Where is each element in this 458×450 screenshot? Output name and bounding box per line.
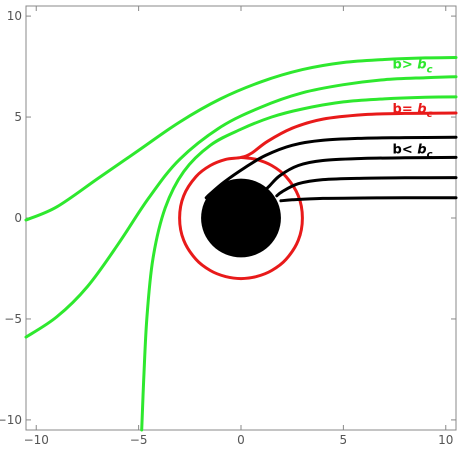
- impact-parameter-label: b< bc: [393, 142, 433, 160]
- label-subscript: c: [427, 149, 433, 160]
- label-b: b: [417, 58, 426, 73]
- y-tick-label: −10: [0, 413, 22, 427]
- scattered-trajectory: [24, 75, 458, 339]
- label-b: b: [417, 142, 426, 157]
- x-tick-label: 10: [438, 433, 453, 447]
- label-b: b: [417, 102, 426, 117]
- captured-trajectory: [279, 196, 458, 203]
- impact-parameter-label: b> bc: [393, 58, 433, 76]
- label-base: b=: [393, 102, 418, 117]
- critical-trajectory: [178, 111, 458, 281]
- label-base: b>: [393, 58, 418, 73]
- label-subscript: c: [427, 65, 433, 76]
- y-tick-label: 0: [14, 211, 22, 225]
- captured-trajectory: [275, 176, 458, 198]
- y-tick-label: −5: [4, 312, 22, 326]
- x-tick-label: −10: [24, 433, 49, 447]
- black-hole-disk: [201, 178, 281, 258]
- black-hole-layer: [201, 178, 281, 258]
- captured-trajectory: [264, 155, 458, 192]
- x-tick-label: −5: [130, 433, 148, 447]
- axis-ticks: −10 −5 0 5 10 −10 −5 0 5 10: [0, 6, 456, 447]
- impact-parameter-labels: b> bcb= bcb< bc: [393, 58, 433, 161]
- y-tick-label: 10: [7, 9, 22, 23]
- label-base: b<: [393, 142, 418, 157]
- y-tick-label: 5: [14, 110, 22, 124]
- x-tick-label: 0: [237, 433, 245, 447]
- label-subscript: c: [427, 109, 433, 120]
- scattered-trajectory: [140, 95, 458, 432]
- impact-parameter-label: b= bc: [393, 102, 433, 120]
- trajectory-curves: [24, 56, 458, 432]
- scattered-trajectory: [24, 56, 458, 222]
- x-tick-label: 5: [340, 433, 348, 447]
